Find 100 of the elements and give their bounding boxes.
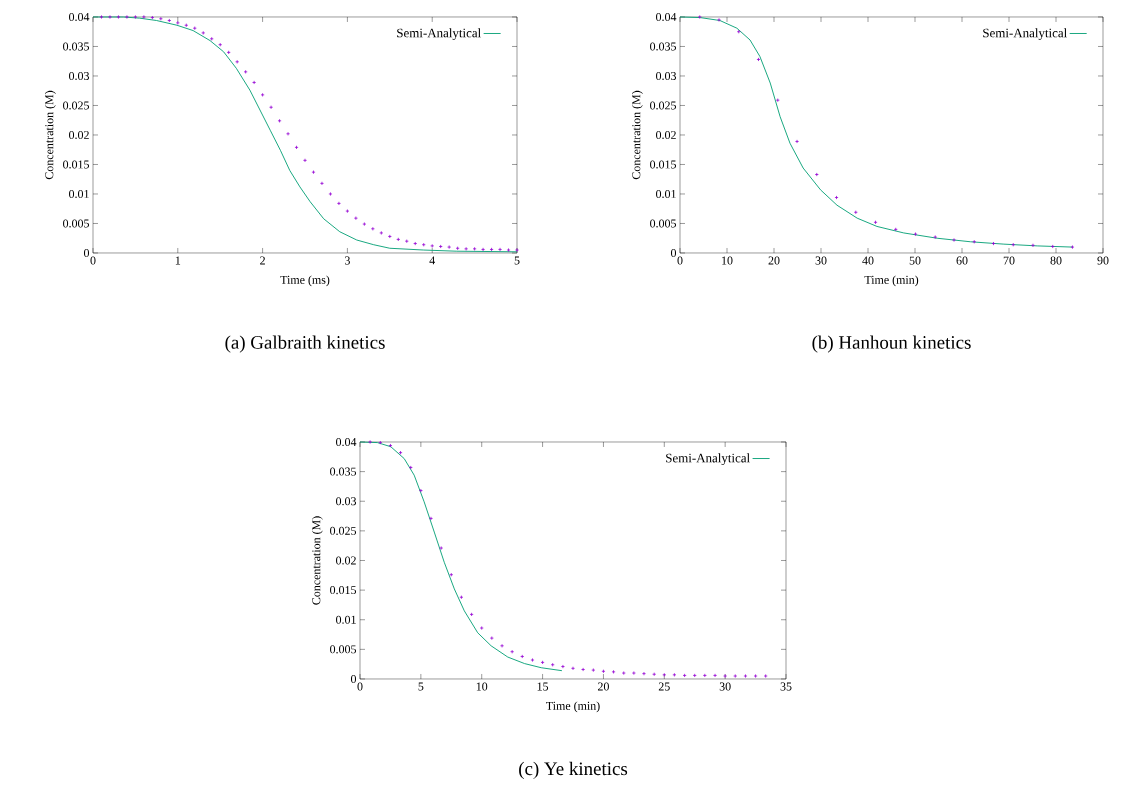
y-tick-label: 0.035 bbox=[330, 467, 357, 476]
point bbox=[226, 50, 231, 55]
point bbox=[933, 235, 938, 240]
x-tick-label: 10 bbox=[722, 256, 733, 265]
x-tick-label: 20 bbox=[597, 682, 609, 691]
point bbox=[481, 247, 486, 252]
point bbox=[736, 29, 741, 34]
point bbox=[319, 181, 324, 186]
y-tick-label: 0.035 bbox=[63, 42, 90, 51]
point bbox=[702, 673, 707, 678]
point bbox=[743, 674, 748, 679]
point bbox=[235, 59, 240, 64]
point bbox=[652, 672, 657, 677]
text: (b) Hanhoun kinetics bbox=[812, 335, 971, 353]
point bbox=[530, 658, 535, 663]
point bbox=[328, 191, 333, 196]
point bbox=[893, 227, 898, 232]
point bbox=[260, 92, 265, 97]
point bbox=[631, 671, 636, 676]
x-tick-label: 0 bbox=[677, 256, 683, 265]
point bbox=[834, 195, 839, 200]
x-tick-label: 90 bbox=[1097, 256, 1109, 265]
x-tick-label: 35 bbox=[780, 682, 792, 691]
point bbox=[303, 158, 308, 163]
y-tick-label: 0.02 bbox=[656, 130, 676, 140]
point bbox=[353, 216, 358, 221]
text: (a) Galbraith kinetics bbox=[225, 335, 385, 353]
y-tick-label: 0 bbox=[350, 674, 357, 684]
legend-label: Semi-Analytical bbox=[397, 28, 481, 41]
point bbox=[540, 660, 545, 665]
point bbox=[560, 664, 565, 669]
point bbox=[717, 17, 722, 22]
x-axis-title: Time (min) bbox=[864, 275, 919, 287]
x-tick-label: 3 bbox=[345, 256, 350, 265]
point bbox=[418, 488, 423, 493]
x-tick-label: 30 bbox=[719, 682, 731, 691]
y-tick-label: 0.03 bbox=[656, 71, 677, 81]
point bbox=[201, 30, 206, 35]
point bbox=[733, 674, 738, 679]
point bbox=[439, 546, 444, 551]
point bbox=[692, 673, 697, 678]
y-tick-label: 0.01 bbox=[656, 189, 676, 199]
point bbox=[913, 232, 918, 237]
point bbox=[124, 14, 129, 19]
point bbox=[209, 36, 214, 41]
x-axis-title: Time (min) bbox=[546, 701, 600, 713]
point bbox=[697, 14, 702, 19]
point bbox=[1070, 245, 1075, 250]
point bbox=[449, 572, 454, 577]
point bbox=[379, 230, 384, 235]
point bbox=[464, 246, 469, 251]
y-tick-label: 0.02 bbox=[69, 130, 89, 140]
y-tick-label: 0.025 bbox=[650, 101, 677, 110]
point bbox=[455, 246, 460, 251]
point bbox=[158, 16, 163, 21]
point bbox=[853, 210, 858, 215]
point bbox=[601, 669, 606, 674]
legend-label: Semi-Analytical bbox=[666, 453, 750, 466]
point bbox=[141, 14, 146, 19]
point bbox=[972, 239, 977, 244]
point bbox=[387, 234, 392, 239]
point bbox=[550, 662, 555, 667]
point bbox=[167, 18, 172, 23]
point bbox=[362, 222, 367, 227]
point bbox=[116, 14, 121, 19]
y-tick-label: 0 bbox=[670, 248, 677, 258]
point bbox=[218, 42, 223, 47]
point bbox=[763, 674, 768, 679]
y-tick-label: 0.04 bbox=[69, 12, 90, 22]
y-tick-label: 0.01 bbox=[336, 615, 356, 624]
point bbox=[1011, 242, 1016, 247]
x-tick-label: 30 bbox=[815, 256, 827, 265]
point bbox=[500, 643, 505, 648]
point bbox=[447, 245, 452, 250]
line-series bbox=[359, 441, 563, 672]
x-tick-label: 50 bbox=[909, 256, 921, 265]
point bbox=[672, 672, 677, 677]
y-tick-label: 0 bbox=[83, 248, 90, 258]
y-tick-label: 0.005 bbox=[650, 219, 677, 228]
x-axis-title: Time (ms) bbox=[280, 275, 330, 287]
point bbox=[479, 626, 484, 631]
y-tick-label: 0.03 bbox=[69, 71, 90, 81]
y-tick-label: 0.04 bbox=[336, 437, 357, 447]
point bbox=[641, 671, 646, 676]
point bbox=[378, 440, 383, 445]
x-tick-label: 0 bbox=[90, 256, 96, 265]
point bbox=[107, 14, 112, 19]
point bbox=[682, 673, 687, 678]
point bbox=[294, 145, 299, 150]
x-tick-label: 2 bbox=[260, 256, 265, 265]
x-tick-label: 5 bbox=[514, 256, 520, 265]
x-tick-label: 0 bbox=[357, 682, 363, 691]
point bbox=[133, 14, 138, 19]
point bbox=[269, 105, 274, 110]
point bbox=[795, 139, 800, 144]
point bbox=[311, 170, 316, 175]
point bbox=[756, 57, 761, 62]
point bbox=[591, 668, 596, 673]
x-tick-label: 5 bbox=[418, 682, 424, 691]
point bbox=[775, 98, 780, 103]
